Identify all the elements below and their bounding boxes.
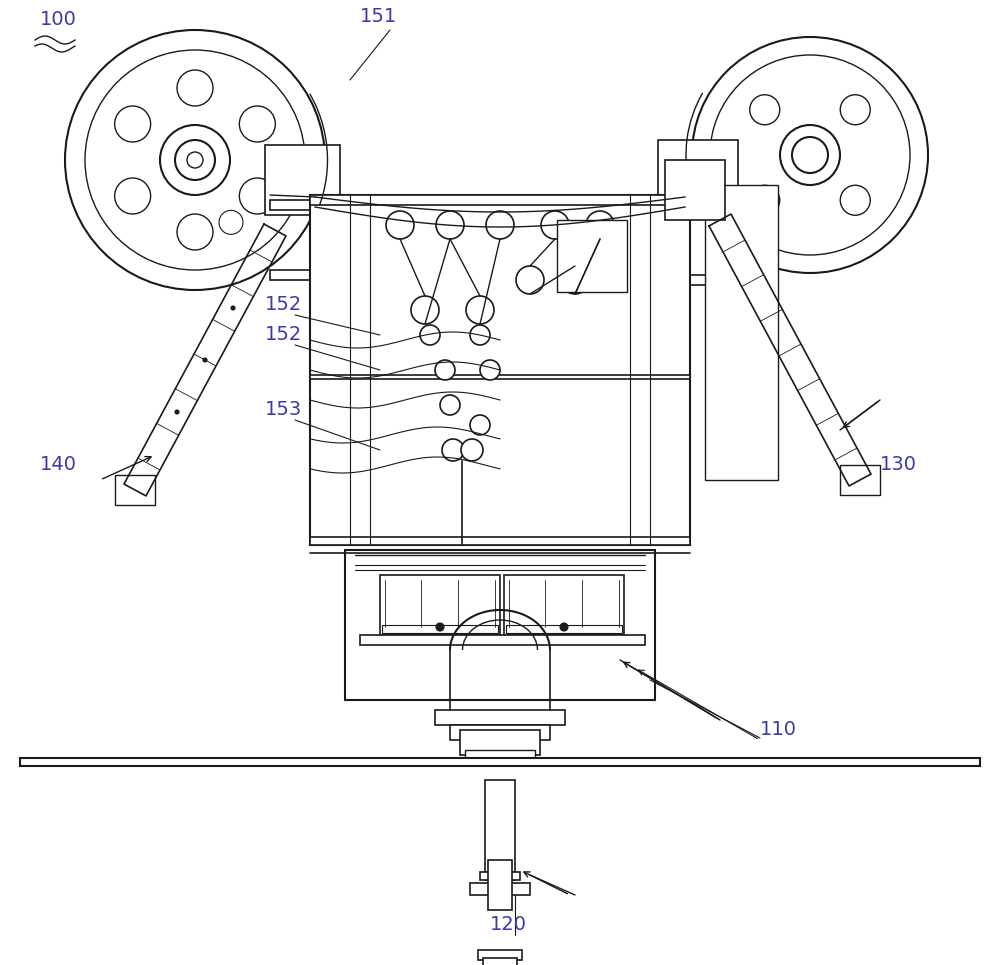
Circle shape — [85, 50, 305, 270]
Bar — [310, 195, 690, 545]
Circle shape — [411, 296, 439, 324]
Bar — [345, 550, 655, 700]
Text: 130: 130 — [880, 455, 917, 474]
Circle shape — [231, 306, 235, 310]
Circle shape — [561, 266, 589, 294]
Circle shape — [750, 95, 780, 124]
Text: 152: 152 — [265, 325, 302, 344]
Bar — [557, 220, 627, 292]
Bar — [480, 872, 520, 880]
Circle shape — [780, 125, 840, 185]
Circle shape — [65, 30, 325, 290]
Bar — [460, 730, 540, 755]
Circle shape — [470, 415, 490, 435]
Text: 140: 140 — [40, 455, 77, 474]
Circle shape — [177, 214, 213, 250]
Circle shape — [160, 125, 230, 195]
Circle shape — [177, 70, 213, 106]
Circle shape — [442, 439, 464, 461]
Circle shape — [792, 137, 828, 173]
Bar — [310, 537, 690, 545]
Circle shape — [436, 211, 464, 239]
Bar — [435, 710, 565, 725]
Circle shape — [750, 185, 780, 215]
Text: 120: 120 — [490, 915, 527, 934]
Circle shape — [239, 178, 275, 214]
Bar — [20, 758, 980, 766]
Circle shape — [840, 185, 870, 215]
Text: 100: 100 — [40, 10, 77, 29]
Circle shape — [486, 211, 514, 239]
Text: 153: 153 — [265, 400, 302, 419]
Circle shape — [440, 395, 460, 415]
Circle shape — [115, 178, 151, 214]
Circle shape — [692, 37, 928, 273]
Bar — [488, 860, 512, 910]
Bar — [360, 635, 645, 645]
Bar — [450, 725, 550, 740]
Bar — [705, 185, 778, 480]
Bar — [380, 575, 500, 635]
Bar — [485, 780, 515, 880]
Bar — [470, 883, 530, 895]
Circle shape — [541, 211, 569, 239]
Circle shape — [470, 325, 490, 345]
Bar — [660, 200, 736, 210]
Circle shape — [480, 360, 500, 380]
Text: 110: 110 — [760, 720, 797, 739]
Bar — [658, 140, 738, 215]
Circle shape — [516, 266, 544, 294]
Bar — [504, 575, 624, 635]
Circle shape — [466, 296, 494, 324]
Circle shape — [420, 325, 440, 345]
Bar — [310, 195, 690, 205]
Text: 151: 151 — [360, 7, 397, 26]
Circle shape — [219, 210, 243, 234]
Circle shape — [461, 439, 483, 461]
Bar — [465, 750, 535, 765]
Circle shape — [386, 211, 414, 239]
Bar — [310, 375, 690, 379]
Circle shape — [203, 358, 207, 362]
Text: 152: 152 — [265, 295, 302, 314]
Bar — [270, 270, 335, 280]
Circle shape — [840, 95, 870, 124]
Bar — [483, 958, 517, 965]
Circle shape — [436, 623, 444, 631]
Bar — [506, 625, 622, 633]
Circle shape — [115, 106, 151, 142]
Bar — [840, 465, 880, 495]
Circle shape — [560, 623, 568, 631]
Circle shape — [239, 106, 275, 142]
Bar — [115, 475, 155, 505]
Bar — [382, 625, 498, 633]
Circle shape — [175, 410, 179, 414]
Bar — [660, 275, 736, 285]
Bar — [478, 950, 522, 960]
Bar — [270, 200, 335, 210]
Circle shape — [187, 152, 203, 168]
Bar — [265, 145, 340, 215]
Circle shape — [586, 211, 614, 239]
Circle shape — [435, 360, 455, 380]
Circle shape — [710, 55, 910, 255]
Circle shape — [175, 140, 215, 180]
Bar — [665, 160, 725, 220]
